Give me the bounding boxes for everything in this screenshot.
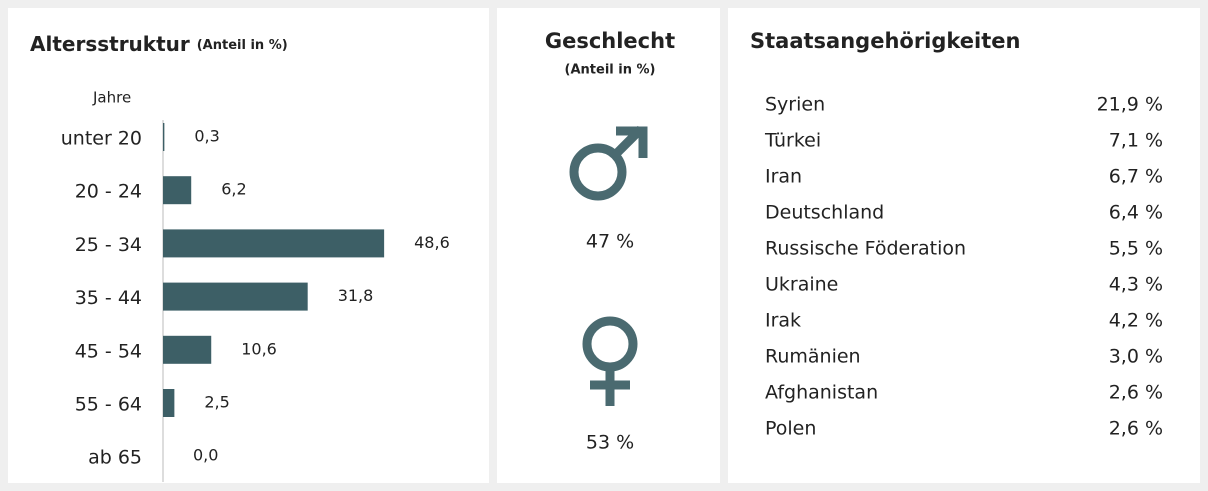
bar — [163, 389, 175, 417]
value-label: 0,0 — [193, 446, 218, 465]
bar — [163, 335, 212, 364]
country-share: 2,6 % — [1109, 382, 1163, 404]
country-name: Russische Föderation — [765, 238, 966, 260]
category-label: 55 - 64 — [75, 394, 142, 416]
chart-subtitle: (Anteil in %) — [197, 38, 288, 53]
country-name: Polen — [765, 418, 816, 440]
value-label: 10,6 — [241, 339, 277, 358]
country-name: Afghanistan — [765, 382, 878, 404]
male-share: 47 % — [586, 231, 634, 253]
country-name: Deutschland — [765, 202, 884, 224]
country-name: Türkei — [764, 130, 821, 152]
country-name: Syrien — [765, 94, 825, 116]
female-share: 53 % — [586, 432, 634, 454]
value-label: 6,2 — [221, 180, 246, 199]
value-label: 48,6 — [414, 233, 450, 252]
category-label: 35 - 44 — [75, 287, 142, 309]
country-name: Iran — [765, 166, 802, 188]
gender-title: Geschlecht — [545, 29, 675, 53]
category-label: 25 - 34 — [75, 234, 142, 256]
value-label: 2,5 — [204, 393, 229, 412]
male-symbol — [569, 125, 648, 201]
country-share: 4,3 % — [1109, 274, 1163, 296]
category-label: 45 - 54 — [75, 340, 142, 362]
value-label: 31,8 — [338, 286, 374, 305]
country-share: 21,9 % — [1097, 94, 1163, 116]
gender-subtitle: (Anteil in %) — [565, 63, 656, 78]
title-text: Altersstruktur — [30, 32, 190, 56]
country-share: 3,0 % — [1109, 346, 1163, 368]
value-label: 0,3 — [194, 127, 219, 146]
axis-label: Jahre — [92, 89, 131, 107]
country-share: 5,5 % — [1109, 238, 1163, 260]
nationality-panel — [728, 8, 1200, 483]
country-share: 2,6 % — [1109, 418, 1163, 440]
category-label: ab 65 — [88, 447, 142, 469]
bar — [163, 123, 165, 151]
country-share: 7,1 % — [1109, 130, 1163, 152]
category-label: unter 20 — [61, 128, 142, 150]
category-label: 20 - 24 — [75, 181, 142, 203]
bar — [163, 229, 385, 258]
country-share: 6,7 % — [1109, 166, 1163, 188]
country-name: Ukraine — [765, 274, 838, 296]
female-symbol — [582, 316, 638, 406]
bar — [163, 282, 308, 311]
country-name: Rumänien — [765, 346, 861, 368]
country-name: Irak — [765, 310, 801, 332]
chart-title: Altersstruktur (Anteil in %) — [30, 32, 288, 56]
bar — [163, 176, 192, 205]
country-share: 6,4 % — [1109, 202, 1163, 224]
country-share: 4,2 % — [1109, 310, 1163, 332]
nationality-title: Staatsangehörigkeiten — [750, 29, 1020, 53]
